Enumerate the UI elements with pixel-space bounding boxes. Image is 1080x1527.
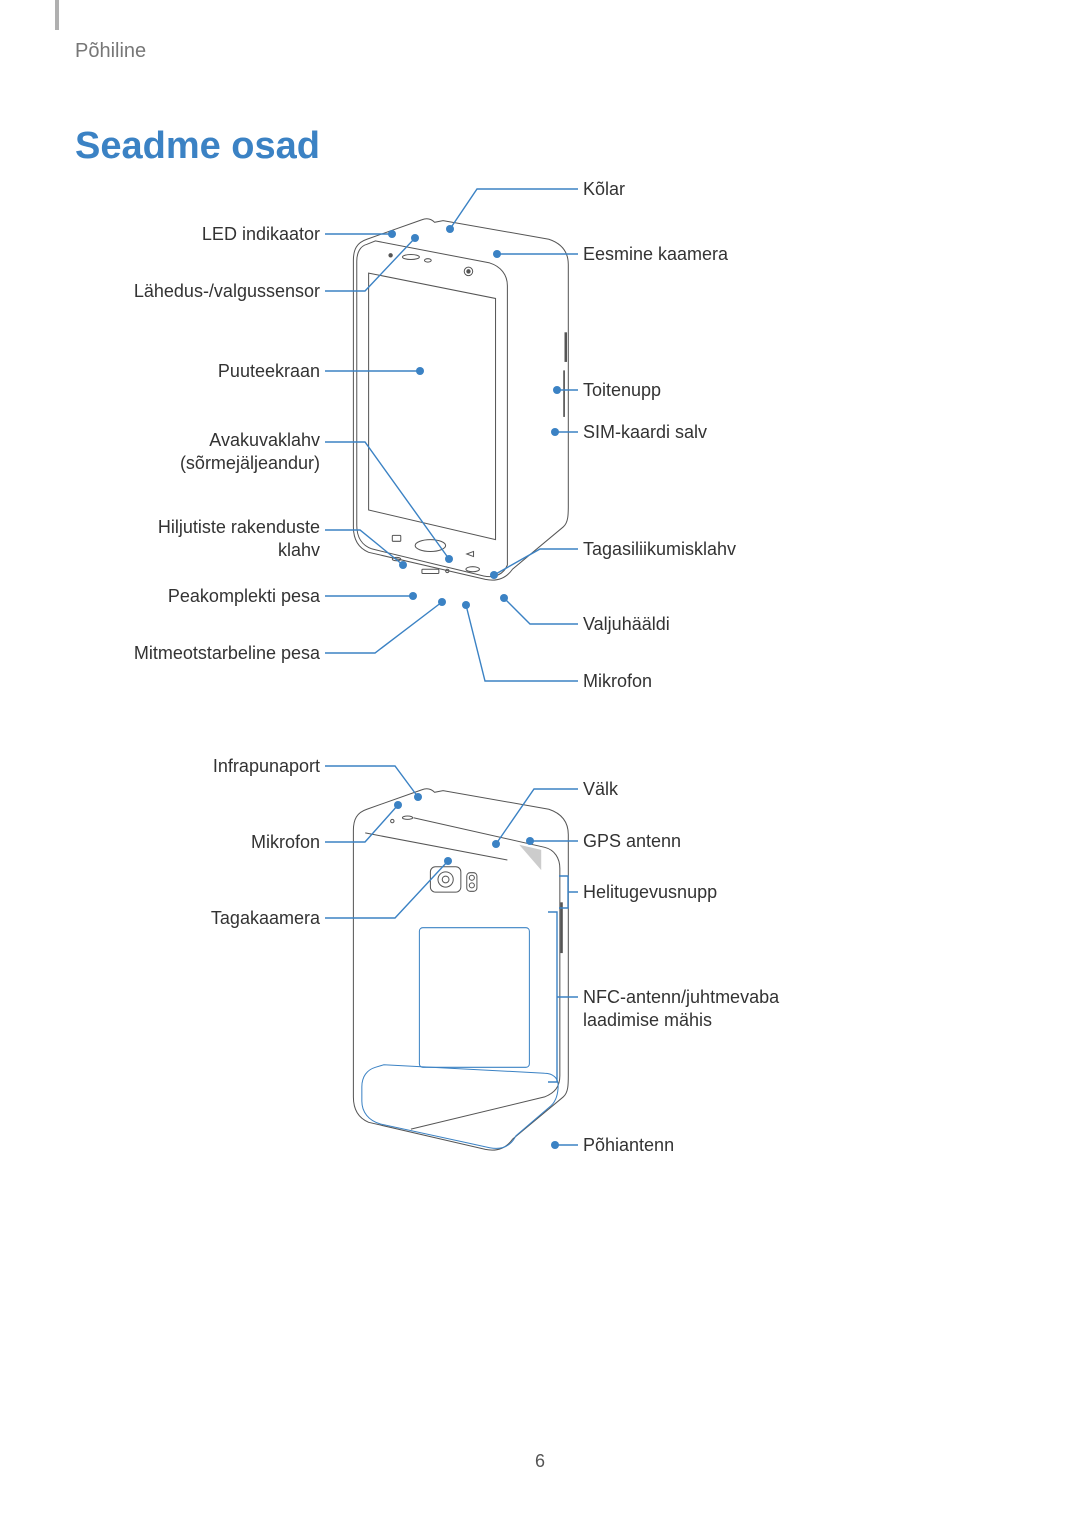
callout-label: Helitugevusnupp [583,881,883,904]
callout-label: Välk [583,778,883,801]
callout-label: Infrapunaport [60,755,320,778]
callout-dot [490,571,498,579]
callout-dot [526,837,534,845]
callout-dot [416,367,424,375]
callout-label: SIM-kaardi salv [583,421,883,444]
callout-label: Põhiantenn [583,1134,883,1157]
callout-label: Lähedus-/valgussensor [60,280,320,303]
callout-dot [444,857,452,865]
callout-label: Kõlar [583,178,883,201]
callout-label: GPS antenn [583,830,883,853]
callout-dot [409,592,417,600]
callout-dot [394,801,402,809]
callout-label: Hiljutiste rakendusteklahv [60,516,320,561]
callout-dot [493,250,501,258]
callout-dot [414,793,422,801]
callout-label: Tagakaamera [60,907,320,930]
callout-dot [445,555,453,563]
callout-label: Tagasiliikumisklahv [583,538,883,561]
callout-dot [399,561,407,569]
callout-dot [462,601,470,609]
callout-dot [553,386,561,394]
callout-label: Avakuvaklahv(sõrmejäljeandur) [60,429,320,474]
callout-label: Toitenupp [583,379,883,402]
callout-label: Valjuhääldi [583,613,883,636]
callout-label: Mikrofon [583,670,883,693]
callout-label: Mitmeotstarbeline pesa [60,642,320,665]
callout-dot [500,594,508,602]
callout-dot [446,225,454,233]
callout-dot [551,428,559,436]
callout-label: NFC-antenn/juhtmevabalaadimise mähis [583,986,883,1031]
callout-label: Puuteekraan [60,360,320,383]
callout-dot [551,1141,559,1149]
callout-dot [492,840,500,848]
callout-dot [411,234,419,242]
callout-label: LED indikaator [60,223,320,246]
callout-label: Eesmine kaamera [583,243,883,266]
callout-label: Mikrofon [60,831,320,854]
page-number: 6 [0,1451,1080,1472]
callout-label: Peakomplekti pesa [60,585,320,608]
callout-dot [438,598,446,606]
callout-dot [388,230,396,238]
